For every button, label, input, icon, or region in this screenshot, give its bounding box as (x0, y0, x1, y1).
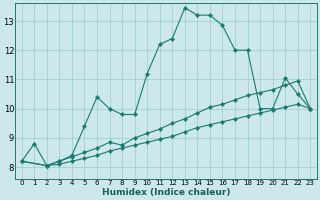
X-axis label: Humidex (Indice chaleur): Humidex (Indice chaleur) (102, 188, 230, 197)
